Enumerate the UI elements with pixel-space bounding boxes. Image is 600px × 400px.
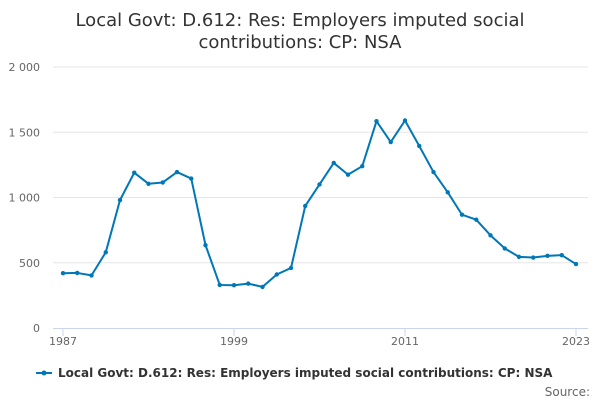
credits: Source: xyxy=(545,385,590,399)
chart-title-line-2: contributions: CP: NSA xyxy=(198,32,402,53)
x-axis: 1987 1999 2011 2023 xyxy=(49,328,590,348)
y-tick-label: 500 xyxy=(19,257,40,270)
data-point[interactable] xyxy=(203,242,208,248)
x-tick-label: 1987 xyxy=(49,335,77,348)
data-point[interactable] xyxy=(146,181,151,186)
series-group xyxy=(60,118,579,290)
data-point[interactable] xyxy=(360,163,365,169)
data-point[interactable] xyxy=(402,118,408,123)
grid-lines xyxy=(53,66,588,264)
data-point[interactable] xyxy=(89,273,94,278)
data-point[interactable] xyxy=(217,282,222,288)
data-point[interactable] xyxy=(474,217,479,222)
data-point[interactable] xyxy=(60,270,66,276)
data-point[interactable] xyxy=(246,281,251,286)
data-point[interactable] xyxy=(374,118,379,124)
data-point[interactable] xyxy=(573,261,579,267)
data-point[interactable] xyxy=(331,160,336,166)
source-credit: Source: xyxy=(545,385,590,399)
data-point[interactable] xyxy=(502,246,507,251)
y-tick-label: 2 000 xyxy=(9,61,41,74)
data-point[interactable] xyxy=(75,270,80,276)
data-point[interactable] xyxy=(303,203,308,209)
y-tick-label: 0 xyxy=(33,322,40,335)
y-tick-label: 1 000 xyxy=(9,192,41,205)
chart-title-line-1: Local Govt: D.612: Res: Employers impute… xyxy=(75,10,524,31)
data-point[interactable] xyxy=(288,265,294,271)
data-point[interactable] xyxy=(345,172,351,177)
series-line xyxy=(62,119,577,288)
legend[interactable]: Local Govt: D.612: Res: Employers impute… xyxy=(36,366,553,380)
legend-marker-symbol xyxy=(41,370,47,376)
data-point[interactable] xyxy=(103,250,108,255)
data-point[interactable] xyxy=(160,180,165,185)
data-point[interactable] xyxy=(488,233,493,238)
data-point[interactable] xyxy=(559,252,564,258)
data-point[interactable] xyxy=(260,284,265,290)
data-point[interactable] xyxy=(117,197,123,203)
data-point[interactable] xyxy=(274,272,279,277)
data-point[interactable] xyxy=(231,282,237,288)
chart-title: Local Govt: D.612: Res: Employers impute… xyxy=(75,10,524,53)
y-tick-label: 1 500 xyxy=(9,126,41,139)
legend-item-label[interactable]: Local Govt: D.612: Res: Employers impute… xyxy=(58,366,553,380)
data-point[interactable] xyxy=(459,212,465,217)
data-point[interactable] xyxy=(431,169,436,175)
data-point[interactable] xyxy=(531,255,536,260)
data-point[interactable] xyxy=(132,170,137,175)
data-point[interactable] xyxy=(445,190,450,195)
x-tick-label: 1999 xyxy=(220,335,248,348)
x-tick-label: 2011 xyxy=(391,335,419,348)
data-point[interactable] xyxy=(317,182,322,187)
data-point[interactable] xyxy=(545,253,550,259)
data-point[interactable] xyxy=(516,254,522,260)
data-point[interactable] xyxy=(174,169,180,175)
data-point[interactable] xyxy=(388,139,393,145)
data-point[interactable] xyxy=(417,143,422,149)
x-tick-label: 2023 xyxy=(562,335,590,348)
data-point[interactable] xyxy=(189,176,194,181)
y-axis: 0 500 1 000 1 500 2 000 xyxy=(9,61,41,335)
